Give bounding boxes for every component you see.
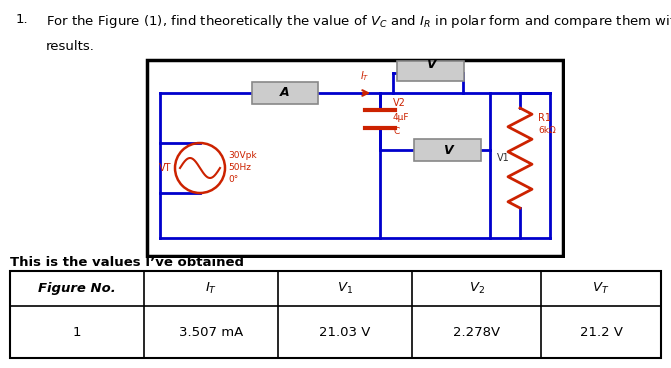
Text: R1: R1 — [538, 113, 551, 123]
Text: V2: V2 — [393, 98, 406, 108]
Text: V1: V1 — [497, 153, 510, 163]
Text: Figure No.: Figure No. — [38, 282, 116, 295]
Text: C: C — [393, 127, 399, 135]
Text: V: V — [443, 144, 452, 156]
Text: A: A — [280, 86, 290, 99]
Text: $V_2$: $V_2$ — [468, 281, 484, 296]
Text: 0°: 0° — [228, 176, 238, 184]
FancyBboxPatch shape — [414, 139, 481, 161]
Text: For the Figure (1), find theoretically the value of $V_C$ and $I_R$ in polar for: For the Figure (1), find theoretically t… — [46, 13, 671, 30]
Text: $V_1$: $V_1$ — [337, 281, 353, 296]
Text: This is the values I’ve obtained: This is the values I’ve obtained — [10, 256, 244, 269]
Text: results.: results. — [46, 40, 95, 53]
Text: 3.507 mA: 3.507 mA — [179, 326, 243, 339]
Text: $I_T$: $I_T$ — [360, 69, 370, 83]
Text: 1.: 1. — [16, 13, 29, 26]
Bar — [10, 271, 661, 358]
Text: 6kΩ: 6kΩ — [538, 126, 556, 135]
Text: 2.278V: 2.278V — [453, 326, 500, 339]
Text: 1: 1 — [72, 326, 81, 339]
Text: 30Vpk: 30Vpk — [228, 152, 256, 160]
Text: VT: VT — [158, 163, 171, 173]
Text: $V_T$: $V_T$ — [592, 281, 610, 296]
Text: $I_T$: $I_T$ — [205, 281, 217, 296]
FancyBboxPatch shape — [397, 61, 464, 81]
FancyBboxPatch shape — [252, 82, 318, 104]
Text: 21.03 V: 21.03 V — [319, 326, 370, 339]
Text: 4μF: 4μF — [393, 113, 409, 123]
Text: 50Hz: 50Hz — [228, 163, 251, 173]
Text: V: V — [425, 57, 435, 71]
Text: 21.2 V: 21.2 V — [580, 326, 623, 339]
